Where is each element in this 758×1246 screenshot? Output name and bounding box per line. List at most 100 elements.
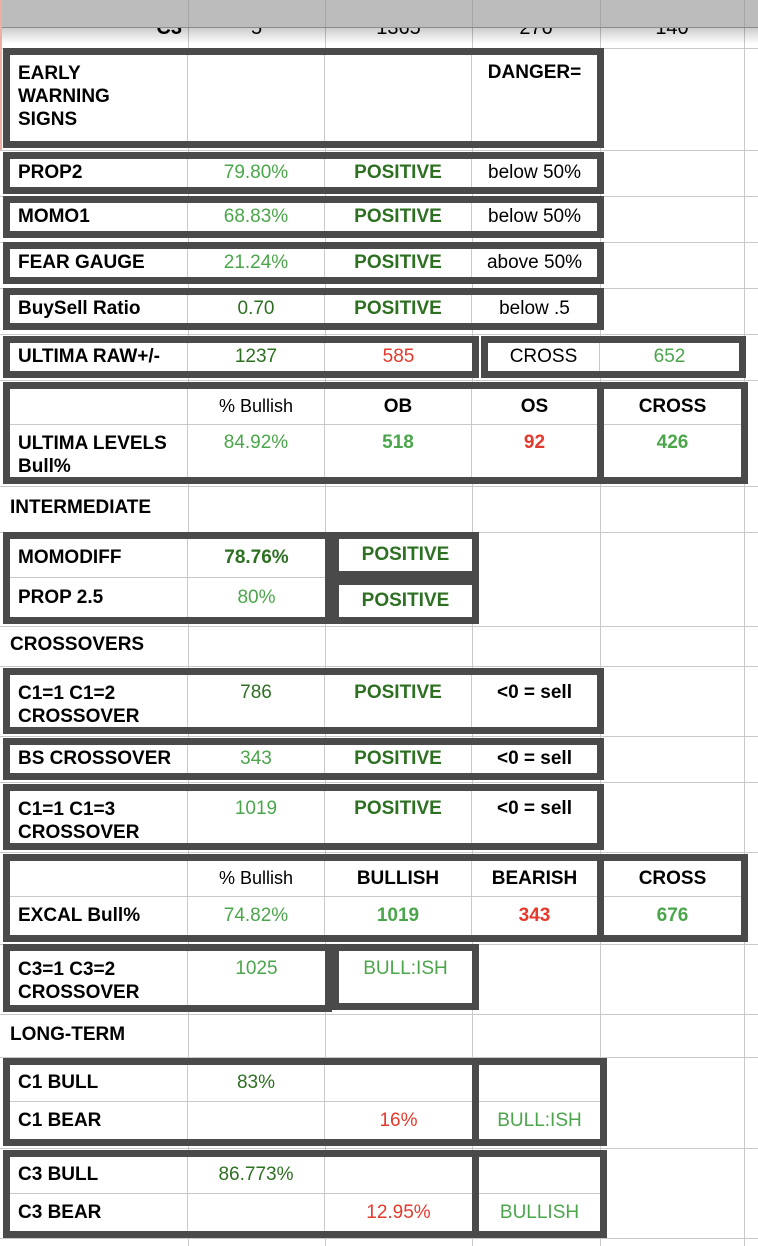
cell-ultima-levels-pct[interactable]: 84.92% xyxy=(188,425,325,477)
cell-ultima-levels-label[interactable]: ULTIMA LEVELS Bull% xyxy=(10,425,188,477)
cell-c3-bull-value[interactable]: 86.773% xyxy=(188,1157,325,1194)
cell-bs-label[interactable]: BS CROSSOVER xyxy=(10,745,188,773)
cell-top-value-1[interactable]: 5 xyxy=(250,17,263,39)
cell-excal-bearish[interactable]: 343 xyxy=(518,905,551,926)
cell-empty[interactable] xyxy=(188,55,325,141)
cell-c1-bear-value[interactable]: 16% xyxy=(379,1109,418,1131)
cell-momo1-note[interactable]: below 50% xyxy=(488,206,581,227)
ultima-raw-box: ULTIMA RAW+/- 1237 585 xyxy=(3,336,479,378)
cell-empty[interactable] xyxy=(10,389,188,425)
cell-prop2-status[interactable]: POSITIVE xyxy=(325,159,472,187)
cell-empty[interactable] xyxy=(325,1157,472,1194)
early-warning-box: EARLY WARNING SIGNS DANGER= xyxy=(3,48,604,148)
cell-c1c2-note[interactable]: <0 = sell xyxy=(496,682,572,703)
cell-ultima-raw-cross-value[interactable]: 652 xyxy=(653,346,686,367)
cell-excal-label[interactable]: EXCAL Bull% xyxy=(10,897,188,935)
cell-excal-header-cross[interactable]: CROSS xyxy=(604,861,741,897)
grid-hline xyxy=(0,486,758,487)
cell-c3-bear-value[interactable]: 12.95% xyxy=(366,1201,431,1223)
fear-gauge-box: FEAR GAUGE 21.24% POSITIVE above 50% xyxy=(3,242,604,284)
cell-momodiff-value[interactable]: 78.76% xyxy=(188,539,325,578)
cell-fear-gauge-label[interactable]: FEAR GAUGE xyxy=(10,249,188,277)
cell-fear-gauge-value[interactable]: 21.24% xyxy=(188,249,325,277)
section-intermediate[interactable]: INTERMEDIATE xyxy=(10,497,152,518)
c3c2-crossover-box: C3=1 C3=2 CROSSOVER 1025 xyxy=(3,944,332,1012)
grid-hline xyxy=(0,334,758,335)
cell-c3c2-status[interactable]: BULL:ISH xyxy=(363,958,448,979)
cell-ultima-raw-bear[interactable]: 585 xyxy=(382,346,415,367)
grid-vline xyxy=(600,27,601,1246)
cell-c1c2-value[interactable]: 786 xyxy=(188,675,325,727)
cell-excal-header-bearish[interactable]: BEARISH xyxy=(472,861,597,897)
cell-empty[interactable] xyxy=(479,1157,600,1194)
cell-excal-header-pct[interactable]: % Bullish xyxy=(188,861,325,897)
cell-c3-status[interactable]: BULLISH xyxy=(499,1201,580,1223)
section-long-term[interactable]: LONG-TERM xyxy=(10,1024,126,1045)
cell-excal-header-bullish[interactable]: BULLISH xyxy=(325,861,472,897)
grid-hline xyxy=(0,1014,758,1015)
cell-c3-bear-label[interactable]: C3 BEAR xyxy=(10,1194,188,1231)
cell-excal-bullish[interactable]: 1019 xyxy=(325,897,472,935)
cell-empty[interactable] xyxy=(479,1065,600,1102)
cell-bs-value[interactable]: 343 xyxy=(188,745,325,773)
bs-crossover-box: BS CROSSOVER 343 POSITIVE <0 = sell xyxy=(3,738,604,780)
cell-prop2-note[interactable]: below 50% xyxy=(488,162,581,183)
grid-hline xyxy=(0,852,758,853)
cell-momo1-status[interactable]: POSITIVE xyxy=(325,203,472,231)
cell-buysell-status[interactable]: POSITIVE xyxy=(325,295,472,323)
cell-empty[interactable] xyxy=(10,861,188,897)
cell-prop2-value[interactable]: 79.80% xyxy=(188,159,325,187)
cell-momodiff-status[interactable]: POSITIVE xyxy=(361,544,450,565)
cell-header-os[interactable]: OS xyxy=(472,389,597,425)
cell-momodiff-label[interactable]: MOMODIFF xyxy=(10,539,188,578)
cell-c1-bull-label[interactable]: C1 BULL xyxy=(10,1065,188,1102)
cell-c3-bull-label[interactable]: C3 BULL xyxy=(10,1157,188,1194)
cell-momo1-value[interactable]: 68.83% xyxy=(188,203,325,231)
cell-bs-note[interactable]: <0 = sell xyxy=(496,748,572,769)
cell-bs-status[interactable]: POSITIVE xyxy=(325,745,472,773)
cell-fear-gauge-note[interactable]: above 50% xyxy=(486,252,583,273)
cell-empty[interactable] xyxy=(188,1194,325,1231)
cell-early-warning-title[interactable]: EARLY WARNING SIGNS xyxy=(10,55,188,141)
cell-empty[interactable] xyxy=(188,1102,325,1139)
c1c3-crossover-box: C1=1 C1=3 CROSSOVER 1019 POSITIVE <0 = s… xyxy=(3,784,604,850)
cell-prop2-label[interactable]: PROP2 xyxy=(10,159,188,187)
cell-prop25-status[interactable]: POSITIVE xyxy=(361,590,450,611)
cell-c1-bear-label[interactable]: C1 BEAR xyxy=(10,1102,188,1139)
section-crossovers[interactable]: CROSSOVERS xyxy=(10,634,145,655)
cell-c3c2-label[interactable]: C3=1 C3=2 CROSSOVER xyxy=(10,951,188,1005)
cell-ultima-raw-bull[interactable]: 1237 xyxy=(188,343,325,371)
cell-buysell-note[interactable]: below .5 xyxy=(499,298,570,319)
cell-buysell-value[interactable]: 0.70 xyxy=(188,295,325,323)
cell-momo1-label[interactable]: MOMO1 xyxy=(10,203,188,231)
cell-excal-cross[interactable]: 676 xyxy=(656,905,689,926)
cell-c1c3-label[interactable]: C1=1 C1=3 CROSSOVER xyxy=(10,791,188,843)
cell-c1-bull-value[interactable]: 83% xyxy=(188,1065,325,1102)
cell-c1c3-status[interactable]: POSITIVE xyxy=(325,791,472,843)
cell-header-ob[interactable]: OB xyxy=(325,389,472,425)
cell-header-cross[interactable]: CROSS xyxy=(604,389,741,425)
cell-excal-pct[interactable]: 74.82% xyxy=(188,897,325,935)
cell-empty[interactable] xyxy=(325,55,472,141)
cell-fear-gauge-status[interactable]: POSITIVE xyxy=(325,249,472,277)
cell-danger-label[interactable]: DANGER= xyxy=(487,62,582,83)
cell-c3c2-value[interactable]: 1025 xyxy=(235,958,278,979)
cell-ultima-raw-cross-label[interactable]: CROSS xyxy=(488,343,600,371)
cell-c1c3-value[interactable]: 1019 xyxy=(188,791,325,843)
cell-ultima-levels-ob[interactable]: 518 xyxy=(325,425,472,477)
cell-ultima-levels-os[interactable]: 92 xyxy=(523,432,546,453)
cell-c1c2-label[interactable]: C1=1 C1=2 CROSSOVER xyxy=(10,675,188,727)
cell-ultima-levels-cross[interactable]: 426 xyxy=(656,432,689,453)
cell-c1c2-status[interactable]: POSITIVE xyxy=(325,675,472,727)
cell-buysell-label[interactable]: BuySell Ratio xyxy=(10,295,188,323)
cell-prop25-label[interactable]: PROP 2.5 xyxy=(10,578,188,617)
cell-empty[interactable] xyxy=(325,1065,472,1102)
cell-prop25-value[interactable]: 80% xyxy=(237,586,276,608)
cell-c1-status[interactable]: BULL:ISH xyxy=(497,1109,582,1131)
c3-status-box: BULLISH xyxy=(472,1150,607,1238)
cell-ultima-raw-label[interactable]: ULTIMA RAW+/- xyxy=(10,343,188,371)
c1-status-box: BULL:ISH xyxy=(472,1058,607,1146)
cell-header-pct-bullish[interactable]: % Bullish xyxy=(188,389,325,425)
cell-c1c3-note[interactable]: <0 = sell xyxy=(496,798,572,819)
